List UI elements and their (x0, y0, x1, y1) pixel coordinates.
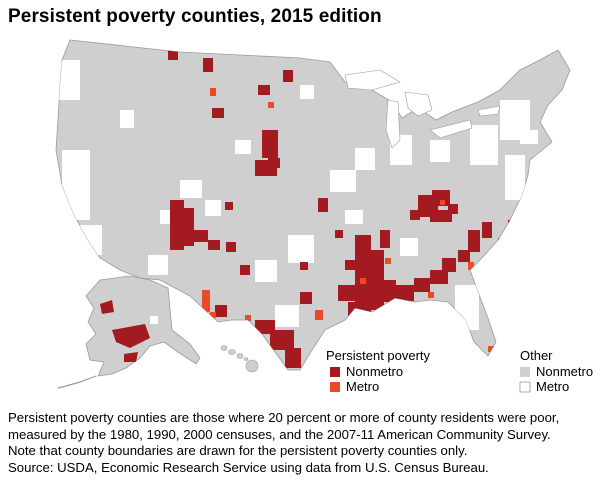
us-county-map: Persistent poverty Nonmetro Metro Other … (0, 30, 600, 405)
legend-label-other-metro: Metro (536, 379, 569, 394)
legend-persistent-heading: Persistent poverty (326, 348, 431, 363)
alaska-inset (57, 275, 201, 389)
legend-swatch-persistent-metro (330, 382, 340, 392)
legend-label-other-nonmetro: Nonmetro (536, 364, 593, 379)
great-lakes (344, 69, 501, 149)
legend-other-heading: Other (520, 348, 553, 363)
hawaii-inset (220, 345, 259, 373)
legend-swatch-other-metro (519, 381, 531, 393)
definition-note: Persistent poverty counties are those wh… (8, 410, 560, 442)
map-notes: Persistent poverty counties are those wh… (8, 410, 596, 476)
boundary-note: Note that county boundaries are drawn fo… (8, 443, 468, 458)
map-legend: Persistent poverty Nonmetro Metro Other … (326, 348, 593, 394)
legend-swatch-other-nonmetro (520, 367, 530, 377)
persistent-nonmetro-counties (168, 50, 520, 368)
legend-label-persistent-metro: Metro (346, 379, 379, 394)
conus-landmass (55, 39, 571, 371)
map-title: Persistent poverty counties, 2015 editio… (8, 6, 382, 27)
map-svg: Persistent poverty Nonmetro Metro Other … (55, 39, 593, 394)
legend-label-persistent-nonmetro: Nonmetro (346, 364, 403, 379)
source-note: Source: USDA, Economic Research Service … (8, 459, 489, 475)
legend-swatch-persistent-nonmetro (330, 367, 340, 377)
